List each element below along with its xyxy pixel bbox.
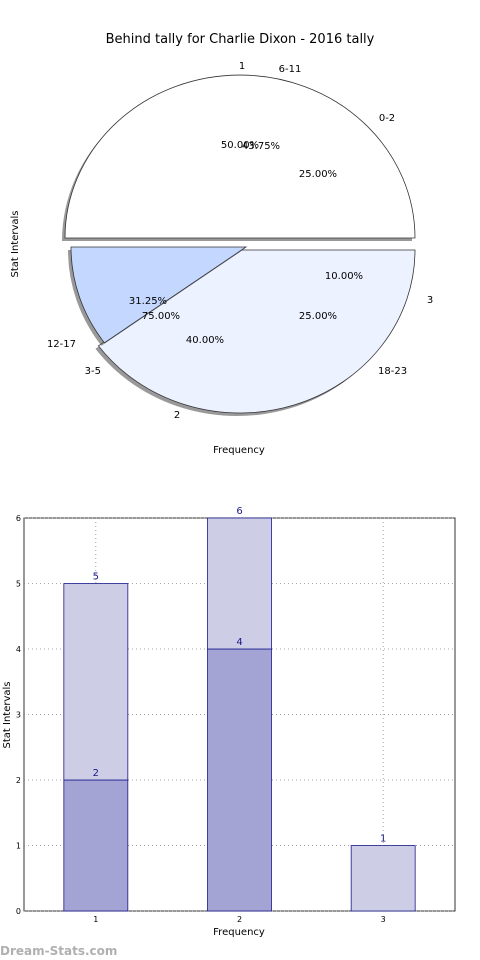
pie-interval-percent: 31.25%: [129, 296, 167, 307]
y-tick-label: 4: [16, 645, 21, 654]
bar-data-label: 5: [93, 572, 99, 583]
pie-percent-label: 40.00%: [186, 335, 224, 346]
bar-segment-2-0: [207, 648, 272, 912]
y-tick-label: 1: [16, 842, 21, 851]
pie-interval-label: 0-2: [379, 113, 395, 124]
pie-interval-label: 3-5: [85, 366, 101, 377]
pie-interval-percent: 75.00%: [142, 311, 180, 322]
x-tick-label: 1: [93, 915, 98, 924]
bar-y-axis-label: Stat Intervals: [2, 681, 13, 748]
pie-percent-label: 10.00%: [325, 271, 363, 282]
pie-interval-label: 12-17: [47, 339, 76, 350]
bar-segment-3-1: [350, 845, 416, 912]
pie-chart: 1 2 3 50.00% 40.00% 10.00% 6-11 0-2 12-17 3-5 18-2…: [47, 61, 433, 421]
x-tick-label: 2: [237, 915, 242, 924]
bar-x-axis-label: Frequency: [213, 927, 265, 938]
pie-slice-2: [97, 249, 416, 414]
bar-segment-2-1: [207, 517, 272, 650]
pie-y-axis-label: Stat Intervals: [10, 210, 21, 277]
pie-interval-percent: 25.00%: [299, 169, 337, 180]
y-tick-label: 2: [16, 776, 21, 785]
pie-interval-percent: 25.00%: [299, 311, 337, 322]
bar-segment-1-1: [63, 583, 129, 781]
bar-chart: 0 1 2 3 4 5 6 1 2 3 2 5 4 6 1: [16, 506, 456, 924]
bar-data-label: 4: [236, 637, 242, 648]
x-tick-label: 3: [381, 915, 386, 924]
pie-slice-3: [70, 246, 248, 344]
pie-percent-label: 50.00%: [221, 140, 259, 151]
pie-slice-1: [64, 74, 416, 239]
pie-chart-title: Behind tally for Charlie Dixon - 2016 ta…: [106, 32, 375, 47]
watermark-text: Dream-Stats.com: [0, 944, 117, 958]
y-tick-label: 5: [16, 580, 21, 589]
pie-interval-label: 6-11: [279, 64, 302, 75]
pie-outer-label: 2: [174, 410, 180, 421]
pie-interval-label: 18-23: [378, 366, 407, 377]
pie-interval-percent: 43.75%: [242, 141, 280, 152]
pie-x-axis-label: Frequency: [213, 445, 265, 456]
bar-segment-1-0: [63, 779, 129, 912]
pie-outer-label: 1: [239, 61, 245, 72]
bar-data-label: 2: [93, 768, 99, 779]
pie-outer-label: 3: [427, 295, 433, 306]
y-tick-label: 0: [16, 907, 21, 916]
y-tick-label: 6: [16, 514, 21, 523]
bar-data-label: 1: [380, 834, 386, 845]
y-tick-label: 3: [16, 711, 21, 720]
bar-data-label: 6: [236, 506, 242, 517]
